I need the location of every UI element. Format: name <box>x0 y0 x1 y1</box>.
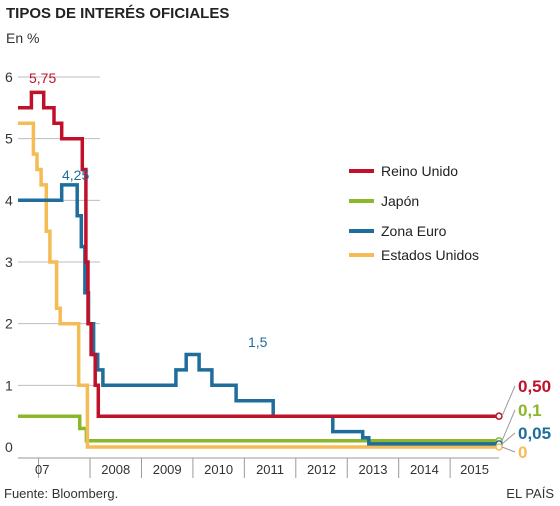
annotation-label: 4,25 <box>62 167 89 183</box>
legend-label: Japón <box>381 193 419 209</box>
x-tick-label: 2009 <box>153 462 182 477</box>
x-tick-label: 2008 <box>101 462 130 477</box>
y-tick-label: 6 <box>5 69 13 85</box>
legend-label: Zona Euro <box>381 223 447 239</box>
end-label-connector <box>501 432 516 445</box>
x-tick-label: 2014 <box>410 462 439 477</box>
end-label-connector <box>501 385 516 417</box>
series-end-label: 0,1 <box>518 401 542 420</box>
annotation-label: 5,75 <box>29 70 56 86</box>
chart-credit: EL PAÍS <box>506 486 554 501</box>
chart-title: TIPOS DE INTERÉS OFICIALES <box>6 5 230 22</box>
chart-subtitle: En % <box>6 30 40 46</box>
end-label-connector <box>501 446 516 453</box>
y-tick-label: 5 <box>5 131 13 147</box>
x-tick-label: 2013 <box>359 462 388 477</box>
series-line-japón <box>18 414 499 443</box>
y-tick-label: 2 <box>5 316 13 332</box>
x-tick-label: 2010 <box>204 462 233 477</box>
legend-label: Estados Unidos <box>381 247 479 263</box>
x-tick-label: 2015 <box>460 462 489 477</box>
series-end-marker <box>495 443 503 451</box>
series-end-label: 0,05 <box>518 424 551 443</box>
legend-label: Reino Unido <box>381 163 458 179</box>
y-tick-label: 4 <box>5 192 13 208</box>
x-tick-label: 2011 <box>256 462 284 477</box>
end-label-connector <box>501 409 516 442</box>
series-line-reino-unido <box>18 90 499 418</box>
x-tick-label: 07 <box>35 462 49 477</box>
y-tick-label: 0 <box>5 439 13 455</box>
series-line-estados-unidos <box>18 121 499 449</box>
y-tick-label: 1 <box>5 377 13 393</box>
series-end-marker <box>495 412 503 420</box>
series-end-label: 0 <box>518 443 527 462</box>
series-line-zona-euro <box>18 183 499 446</box>
chart-source: Fuente: Bloomberg. <box>4 486 119 501</box>
annotation-label: 1,5 <box>248 334 268 350</box>
x-tick-label: 2012 <box>307 462 336 477</box>
series-end-label: 0,50 <box>518 377 551 396</box>
y-tick-label: 3 <box>5 254 13 270</box>
